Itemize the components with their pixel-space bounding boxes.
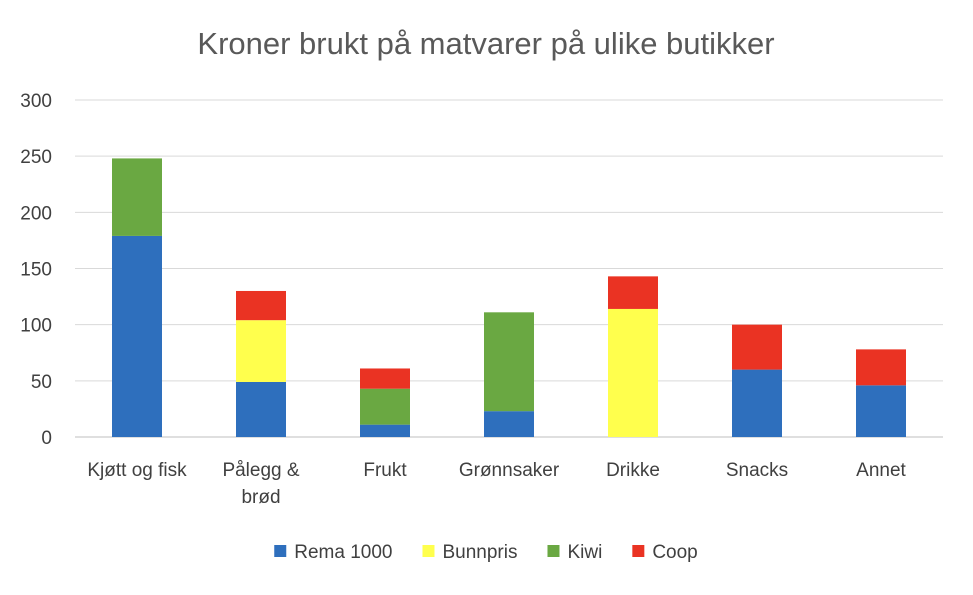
bar-segment [236, 290, 286, 321]
y-tick-label: 0 [41, 428, 52, 449]
y-tick-label: 100 [20, 316, 52, 337]
x-axis-categories: Kjøtt og fisk Pålegg & brød Frukt Grønnsaker… [87, 460, 906, 508]
bar-segment [360, 424, 410, 437]
legend: Rema 1000 Bunnpris Kiwi Coop [274, 542, 698, 563]
x-category-label: Frukt [363, 460, 407, 481]
bar-segment [112, 158, 162, 236]
legend-swatch [547, 545, 560, 557]
legend-item: Bunnpris [422, 542, 517, 563]
legend-item: Rema 1000 [274, 542, 392, 563]
x-category-label: Grønnsaker [459, 460, 560, 481]
legend-swatch [632, 545, 645, 557]
chart-title: Kroner brukt på matvarer på ulike butikk… [197, 26, 774, 61]
y-tick-label: 150 [20, 260, 52, 281]
y-tick-label: 250 [20, 147, 52, 168]
bar-segment [856, 349, 906, 386]
bar-segment [856, 385, 906, 437]
legend-label: Bunnpris [442, 542, 517, 563]
y-axis-ticks: 0 50 100 150 200 250 300 [20, 91, 52, 449]
x-category-label: Kjøtt og fisk [87, 460, 187, 481]
bar-segment [732, 324, 782, 370]
bars [112, 158, 906, 437]
bar-segment [360, 388, 410, 425]
legend-label: Rema 1000 [294, 542, 392, 563]
bar-segment [236, 381, 286, 437]
bar-segment [608, 308, 658, 437]
bar-segment [112, 235, 162, 437]
bar-segment [484, 411, 534, 437]
legend-item: Kiwi [547, 542, 602, 563]
legend-swatch [422, 545, 435, 557]
x-category-label: Drikke [606, 460, 660, 481]
legend-item: Coop [632, 542, 698, 563]
bar-segment [608, 276, 658, 309]
legend-swatch [274, 545, 287, 557]
bar-segment [360, 368, 410, 389]
legend-label: Coop [652, 542, 697, 563]
bar-segment [236, 320, 286, 382]
y-tick-label: 300 [20, 91, 52, 112]
bar-segment [732, 369, 782, 437]
y-tick-label: 50 [31, 372, 52, 393]
y-tick-label: 200 [20, 203, 52, 224]
legend-label: Kiwi [567, 542, 602, 563]
x-category-label: Pålegg & brød [222, 460, 299, 508]
x-category-label: Annet [856, 460, 906, 481]
bar-segment [484, 312, 534, 412]
x-category-label: Snacks [726, 460, 788, 481]
